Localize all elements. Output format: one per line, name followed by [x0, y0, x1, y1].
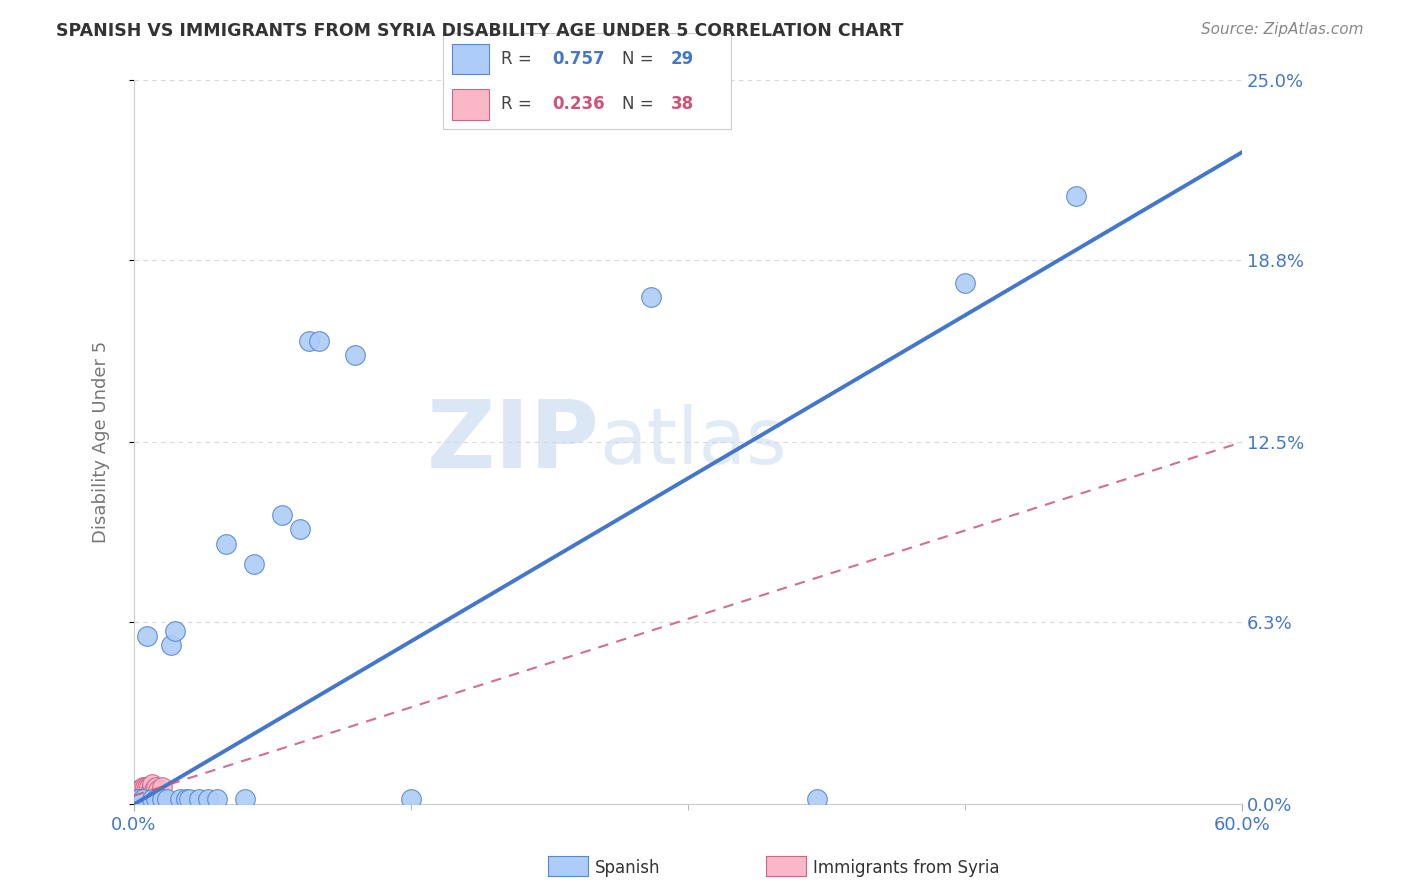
Point	[132, 791, 155, 805]
Point	[197, 791, 219, 805]
Point	[125, 789, 148, 803]
Point	[128, 791, 150, 805]
Point	[1064, 189, 1087, 203]
FancyBboxPatch shape	[451, 44, 489, 74]
Text: Spanish: Spanish	[595, 859, 661, 877]
Point	[127, 791, 149, 805]
Point	[640, 290, 662, 304]
Point	[205, 791, 228, 805]
Point	[806, 791, 828, 805]
Point	[243, 557, 266, 571]
Point	[135, 629, 157, 643]
Point	[187, 791, 209, 805]
Point	[141, 777, 163, 791]
Point	[131, 789, 153, 803]
Point	[132, 791, 155, 805]
Text: N =: N =	[621, 50, 658, 68]
Point	[127, 783, 149, 797]
Point	[132, 786, 155, 800]
Point	[146, 783, 169, 797]
Point	[308, 334, 330, 348]
Point	[122, 789, 145, 803]
Point	[131, 783, 153, 797]
Point	[125, 791, 148, 805]
Point	[132, 783, 155, 797]
Point	[138, 780, 160, 794]
Point	[131, 791, 153, 805]
Point	[134, 791, 156, 805]
Point	[145, 780, 167, 794]
Text: 29: 29	[671, 50, 693, 68]
Y-axis label: Disability Age Under 5: Disability Age Under 5	[93, 341, 110, 543]
Point	[156, 791, 179, 805]
Point	[127, 789, 149, 803]
Point	[288, 522, 311, 536]
Text: ZIP: ZIP	[426, 396, 599, 488]
Point	[145, 791, 167, 805]
Text: 0.236: 0.236	[553, 95, 605, 113]
Point	[128, 789, 150, 803]
Point	[135, 789, 157, 803]
Point	[150, 780, 173, 794]
Text: atlas: atlas	[599, 404, 787, 480]
Point	[141, 791, 163, 805]
Point	[399, 791, 422, 805]
Point	[122, 791, 145, 805]
Point	[139, 783, 162, 797]
Point	[143, 783, 166, 797]
Point	[132, 789, 155, 803]
Point	[163, 624, 186, 638]
Text: R =: R =	[501, 50, 537, 68]
Point	[127, 786, 149, 800]
Point	[134, 780, 156, 794]
Point	[135, 780, 157, 794]
Point	[344, 348, 367, 362]
Point	[233, 791, 256, 805]
Text: Source: ZipAtlas.com: Source: ZipAtlas.com	[1201, 22, 1364, 37]
Point	[160, 638, 183, 652]
Text: 0.757: 0.757	[553, 50, 605, 68]
Point	[135, 786, 157, 800]
Point	[150, 791, 173, 805]
Point	[215, 536, 238, 550]
Point	[270, 508, 292, 522]
Point	[138, 786, 160, 800]
Point	[128, 783, 150, 797]
Point	[134, 783, 156, 797]
Text: N =: N =	[621, 95, 658, 113]
Point	[134, 789, 156, 803]
Point	[141, 783, 163, 797]
FancyBboxPatch shape	[451, 89, 489, 120]
Point	[174, 791, 197, 805]
Point	[127, 791, 149, 805]
Point	[141, 789, 163, 803]
Point	[128, 791, 150, 805]
Text: 38: 38	[671, 95, 693, 113]
Point	[132, 780, 155, 794]
Point	[169, 791, 191, 805]
Point	[298, 334, 321, 348]
Point	[128, 786, 150, 800]
Point	[953, 276, 976, 290]
Point	[179, 791, 201, 805]
Text: Immigrants from Syria: Immigrants from Syria	[813, 859, 1000, 877]
Text: SPANISH VS IMMIGRANTS FROM SYRIA DISABILITY AGE UNDER 5 CORRELATION CHART: SPANISH VS IMMIGRANTS FROM SYRIA DISABIL…	[56, 22, 904, 40]
Text: R =: R =	[501, 95, 537, 113]
Point	[125, 786, 148, 800]
